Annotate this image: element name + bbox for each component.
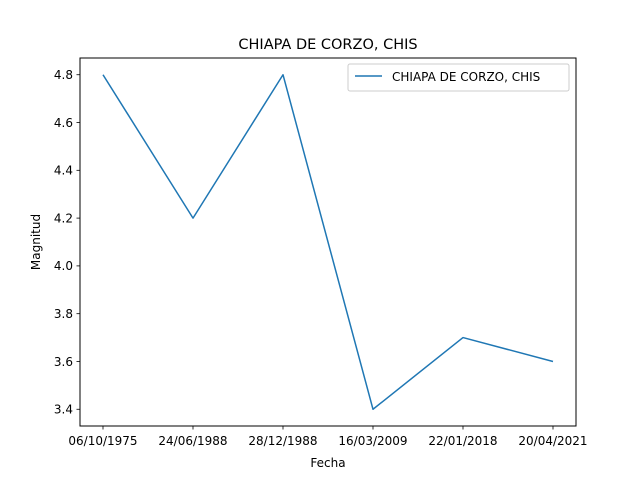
x-axis-title: Fecha xyxy=(310,456,345,470)
series-line xyxy=(102,73,554,411)
plot-frame xyxy=(79,57,577,427)
x-tick-label: 06/10/1975 xyxy=(68,434,137,448)
data-point xyxy=(102,74,104,76)
x-tick-label: 16/03/2009 xyxy=(338,434,407,448)
y-tick-label: 3.4 xyxy=(54,403,73,417)
legend-box xyxy=(347,63,570,92)
y-tick-label: 4.4 xyxy=(54,164,73,178)
legend: CHIAPA DE CORZO, CHIS xyxy=(347,63,570,92)
y-tick-label: 4.2 xyxy=(54,211,73,225)
x-axis: 06/10/1975 24/06/1988 28/12/1988 16/03/2009… xyxy=(68,426,588,448)
plot-lines xyxy=(102,73,554,411)
data-point xyxy=(192,217,194,219)
chart-title: CHIAPA DE CORZO, CHIS xyxy=(238,37,417,53)
y-tick-label: 3.8 xyxy=(54,307,73,321)
y-tick-label: 4.0 xyxy=(54,259,73,273)
y-tick-label: 4.8 xyxy=(54,68,73,82)
x-tick-label: 22/01/2018 xyxy=(428,434,497,448)
y-axis-title: Magnitud xyxy=(29,214,43,270)
data-point xyxy=(552,361,554,363)
y-tick-label: 3.6 xyxy=(54,355,73,369)
data-point xyxy=(462,337,464,339)
y-tick-label: 4.6 xyxy=(54,116,73,130)
x-tick-label: 24/06/1988 xyxy=(158,434,227,448)
data-point xyxy=(282,74,284,76)
x-tick-label: 28/12/1988 xyxy=(248,434,317,448)
y-axis: 3.4 3.6 3.8 4.0 4.2 4.4 4.6 4.8 xyxy=(54,68,80,417)
data-point xyxy=(372,408,374,410)
legend-label: CHIAPA DE CORZO, CHIS xyxy=(392,70,540,84)
x-tick-label: 20/04/2021 xyxy=(518,434,587,448)
